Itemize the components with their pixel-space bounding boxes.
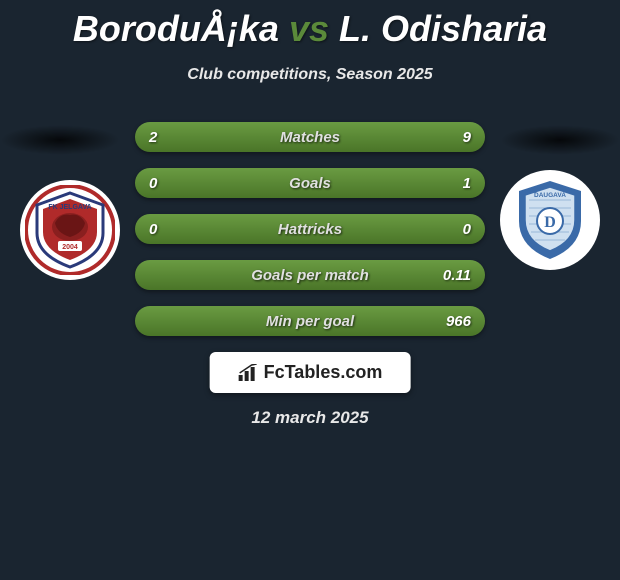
avatar-shadow-left [0,125,120,155]
stat-label: Hattricks [278,221,342,238]
jelgava-crest-icon: FK JELGAVA 2004 [25,185,115,275]
stat-row: Min per goal 966 [135,306,485,336]
stat-left-value: 0 [149,221,157,238]
stat-label: Goals [289,175,331,192]
stat-right-value: 9 [463,129,471,146]
stat-right-value: 0 [463,221,471,238]
svg-text:DAUGAVA: DAUGAVA [534,192,566,199]
stat-row: 2 Matches 9 [135,122,485,152]
brand-text: FcTables.com [264,362,383,383]
svg-text:FK JELGAVA: FK JELGAVA [48,204,91,211]
svg-text:D: D [544,214,556,231]
stats-container: 2 Matches 9 0 Goals 1 0 Hattricks 0 Goal… [135,122,485,352]
player1-name: BoroduÅ¡ka [73,8,279,49]
player2-name: L. Odisharia [339,8,547,49]
comparison-title: BoroduÅ¡ka vs L. Odisharia [0,0,620,50]
stat-left-value: 2 [149,129,157,146]
stat-right-value: 1 [463,175,471,192]
stat-row: 0 Goals 1 [135,168,485,198]
avatar-shadow-right [500,125,620,155]
bar-chart-icon [238,364,260,382]
stat-right-value: 966 [446,313,471,330]
daugava-crest-icon: DAUGAVA D [505,175,595,265]
stat-right-value: 0.11 [443,267,471,284]
vs-text: vs [289,8,329,49]
stat-left-value: 0 [149,175,157,192]
brand-badge: FcTables.com [210,352,411,393]
stat-label: Goals per match [251,267,369,284]
team-badge-left: FK JELGAVA 2004 [20,180,120,280]
subtitle: Club competitions, Season 2025 [0,66,620,84]
team-badge-right: DAUGAVA D [500,170,600,270]
stat-row: 0 Hattricks 0 [135,214,485,244]
stat-label: Matches [280,129,340,146]
stat-row: Goals per match 0.11 [135,260,485,290]
date-text: 12 march 2025 [0,408,620,428]
svg-text:2004: 2004 [62,244,78,251]
stat-label: Min per goal [266,313,354,330]
